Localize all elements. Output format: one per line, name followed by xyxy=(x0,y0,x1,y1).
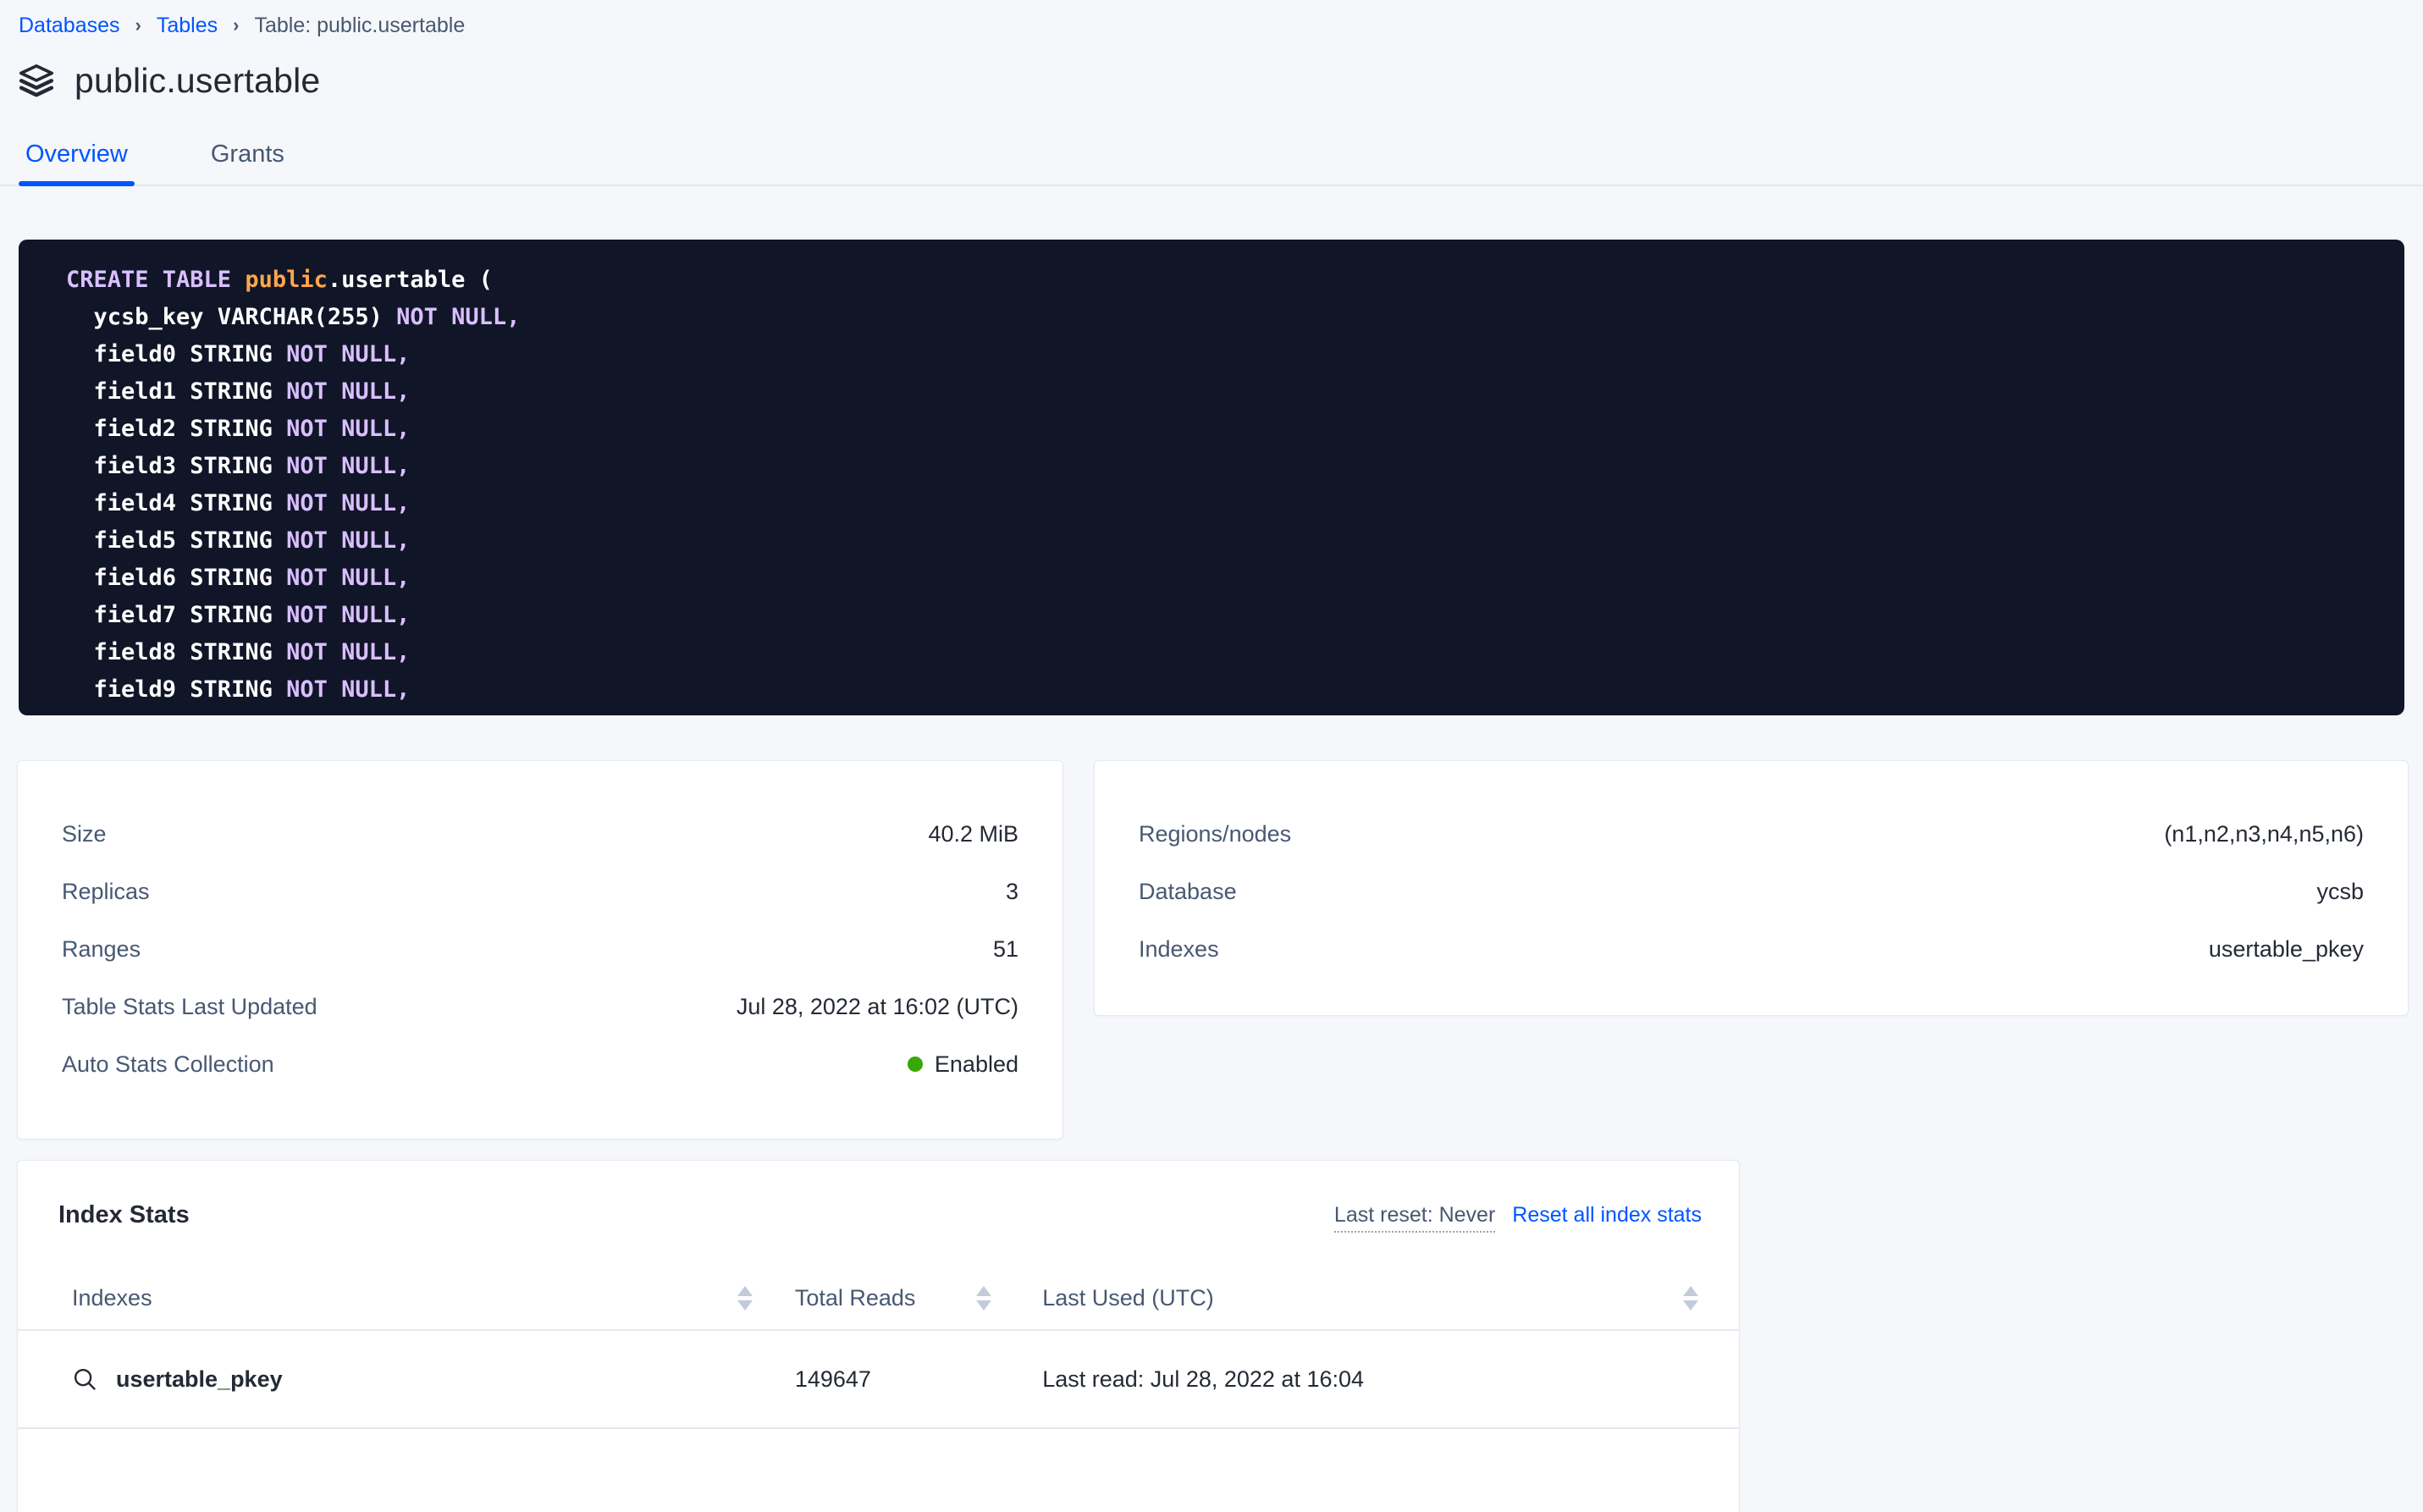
table-stat-label: Auto Stats Collection xyxy=(62,1051,274,1077)
table-details-card-right: Regions/nodes (n1,n2,n3,n4,n5,n6) Database… xyxy=(1094,760,2409,1016)
code-token-plain: field6 STRING xyxy=(66,565,287,591)
table-stat-row: Size 40.2 MiB xyxy=(62,805,1018,863)
code-token-keyword: NOT NULL, xyxy=(286,602,411,628)
code-token-plain: field9 STRING xyxy=(66,676,287,703)
table-meta-list: Regions/nodes (n1,n2,n3,n4,n5,n6) Database… xyxy=(1095,761,2408,978)
reset-all-index-stats-link[interactable]: Reset all index stats xyxy=(1512,1203,1702,1227)
table-meta-value: (n1,n2,n3,n4,n5,n6) xyxy=(2164,821,2364,847)
code-token-plain: field0 STRING xyxy=(66,341,287,367)
table-meta-row: Regions/nodes (n1,n2,n3,n4,n5,n6) xyxy=(1139,805,2364,863)
tab-bar: Overview Grants xyxy=(0,115,2423,186)
code-token-keyword: NOT NULL, xyxy=(286,378,411,405)
table-stat-label: Table Stats Last Updated xyxy=(62,994,317,1019)
tab-overview[interactable]: Overview xyxy=(19,141,135,186)
sort-icon[interactable] xyxy=(976,1285,992,1311)
code-token-plain: field4 STRING xyxy=(66,490,287,516)
code-token-keyword: , xyxy=(506,304,521,330)
table-row[interactable]: usertable_pkey 149647 Last read: Jul 28,… xyxy=(18,1331,1739,1429)
code-token-keyword: NOT NULL, xyxy=(286,341,411,367)
page-header: public.usertable xyxy=(0,37,2423,100)
code-token-keyword: NOT NULL xyxy=(396,304,507,330)
index-name-cell: usertable_pkey xyxy=(72,1366,753,1392)
code-token-plain: ycsb_key VARCHAR(255) xyxy=(66,304,397,330)
breadcrumb-item-tables[interactable]: Tables xyxy=(156,14,218,37)
index-stats-actions: Last reset: Never Reset all index stats xyxy=(1333,1201,1702,1233)
column-header-total-reads-label: Total Reads xyxy=(794,1285,916,1311)
breadcrumb-separator-icon: › xyxy=(233,14,240,36)
code-token-keyword: NOT NULL, xyxy=(286,639,411,665)
table-stat-label: Replicas xyxy=(62,879,150,904)
breadcrumb: Databases › Tables › Table: public.usert… xyxy=(0,0,2423,37)
code-token-plain: field8 STRING xyxy=(66,639,287,665)
table-meta-label: Indexes xyxy=(1139,936,1219,962)
table-stat-row: Replicas 3 xyxy=(62,863,1018,920)
breadcrumb-item-current: Table: public.usertable xyxy=(254,14,466,37)
table-details-card-left: Size 40.2 MiB Replicas 3 Ranges 51 Table Stats… xyxy=(17,760,1063,1140)
status-dot-icon xyxy=(907,1057,923,1072)
page-title: public.usertable xyxy=(75,61,321,100)
code-token-keyword: NOT NULL, xyxy=(286,416,411,442)
column-header-last-used[interactable]: Last Used (UTC) xyxy=(1042,1285,1698,1311)
last-reset-label: Last reset: Never xyxy=(1333,1203,1496,1233)
code-token-keyword: NOT NULL, xyxy=(286,565,411,591)
code-token-plain: field3 STRING xyxy=(66,453,287,479)
table-stat-row: Auto Stats Collection Enabled xyxy=(62,1035,1018,1093)
table-stat-value: 40.2 MiB xyxy=(928,821,1018,847)
index-stats-title: Index Stats xyxy=(58,1201,190,1228)
table-meta-row: Indexes usertable_pkey xyxy=(1139,920,2364,978)
tab-grants[interactable]: Grants xyxy=(204,141,291,186)
breadcrumb-item-databases[interactable]: Databases xyxy=(19,14,120,37)
code-token-schema: public xyxy=(245,267,328,293)
code-token-keyword: NOT NULL, xyxy=(286,490,411,516)
create-table-statement-code: CREATE TABLE public.usertable ( ycsb_key… xyxy=(19,262,2404,709)
table-meta-label: Database xyxy=(1139,879,1237,904)
code-token-keyword: NOT NULL, xyxy=(286,453,411,479)
index-stats-header: Index Stats Last reset: Never Reset all … xyxy=(18,1161,1739,1233)
column-header-total-reads[interactable]: Total Reads xyxy=(794,1285,992,1311)
index-last-used: Last read: Jul 28, 2022 at 16:04 xyxy=(1042,1366,1365,1392)
index-stats-table: Indexes Total Reads Last Used (UTC) xyxy=(18,1266,1739,1429)
table-meta-label: Regions/nodes xyxy=(1139,821,1292,847)
column-header-last-used-label: Last Used (UTC) xyxy=(1042,1285,1214,1311)
code-token-plain: field5 STRING xyxy=(66,527,287,554)
code-token-keyword: CREATE TABLE xyxy=(66,267,246,293)
table-meta-value: ycsb xyxy=(2316,879,2364,904)
index-stats-table-header: Indexes Total Reads Last Used (UTC) xyxy=(18,1266,1739,1331)
table-stat-row: Ranges 51 xyxy=(62,920,1018,978)
index-total-reads: 149647 xyxy=(794,1366,871,1392)
sort-icon[interactable] xyxy=(1683,1285,1698,1311)
search-icon xyxy=(74,1368,96,1390)
index-stats-card: Index Stats Last reset: Never Reset all … xyxy=(17,1160,1740,1512)
table-stat-value: 3 xyxy=(1005,879,1018,904)
code-token-plain: .usertable ( xyxy=(327,267,493,293)
table-meta-row: Database ycsb xyxy=(1139,863,2364,920)
table-stat-value: Jul 28, 2022 at 16:02 (UTC) xyxy=(736,994,1018,1019)
index-name-link[interactable]: usertable_pkey xyxy=(116,1366,283,1392)
code-token-plain: field7 STRING xyxy=(66,602,287,628)
table-stat-value: Enabled xyxy=(907,1051,1018,1077)
table-stat-label: Size xyxy=(62,821,107,847)
table-stats-list: Size 40.2 MiB Replicas 3 Ranges 51 Table Stats… xyxy=(18,761,1062,1093)
breadcrumb-separator-icon: › xyxy=(135,14,141,36)
column-header-indexes-label: Indexes xyxy=(72,1285,152,1311)
table-stat-value: 51 xyxy=(992,936,1018,962)
code-token-keyword: NOT NULL, xyxy=(286,527,411,554)
sort-icon[interactable] xyxy=(737,1285,753,1311)
layers-icon xyxy=(19,64,54,97)
column-header-indexes[interactable]: Indexes xyxy=(72,1285,753,1311)
code-token-keyword: NOT NULL, xyxy=(286,676,411,703)
code-token-plain: field1 STRING xyxy=(66,378,287,405)
create-table-statement-block[interactable]: CREATE TABLE public.usertable ( ycsb_key… xyxy=(19,240,2404,715)
table-meta-value: usertable_pkey xyxy=(2208,936,2364,962)
code-token-plain: field2 STRING xyxy=(66,416,287,442)
table-stat-label: Ranges xyxy=(62,936,141,962)
table-stat-row: Table Stats Last Updated Jul 28, 2022 at … xyxy=(62,978,1018,1035)
